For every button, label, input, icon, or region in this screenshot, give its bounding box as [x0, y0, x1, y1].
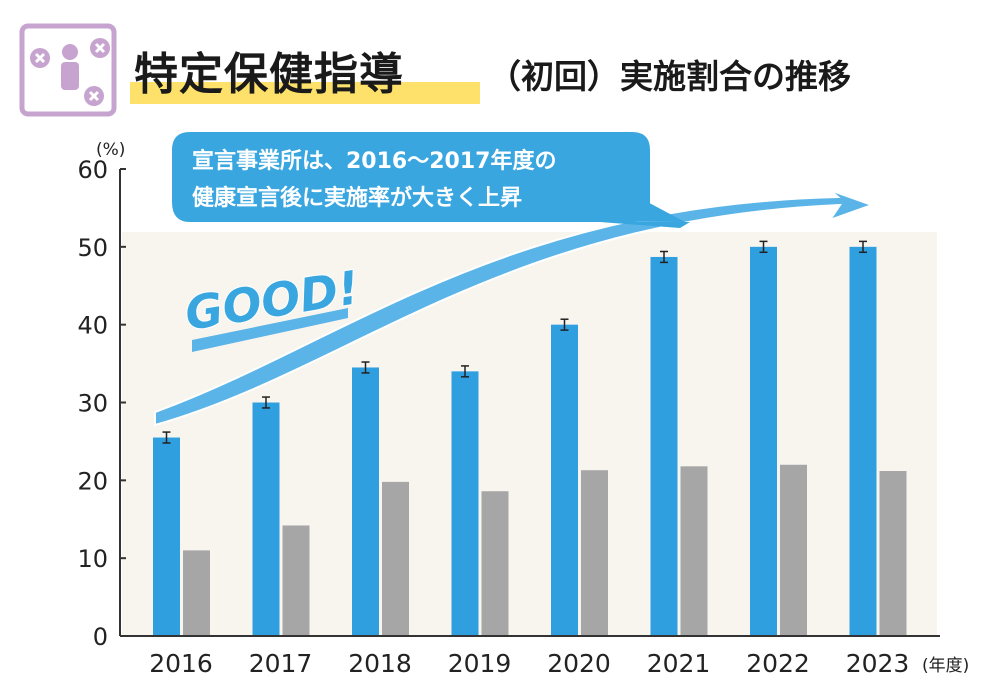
bar-blue	[153, 437, 180, 636]
title-area: 特定保健指導 （初回）実施割合の推移	[0, 0, 1000, 130]
good-badge-underline	[192, 308, 348, 352]
x-tick-label: 2019	[448, 649, 512, 678]
y-axis: 0 10 20 30 40 50 60	[77, 156, 940, 651]
bar-blue	[650, 256, 678, 636]
x-tick-label: 2017	[249, 649, 313, 678]
y-tick-label: 50	[77, 234, 108, 262]
annotation-bubble: 宣言事業所は、2016〜2017年度の 健康宣言後に実施率が大きく上昇	[172, 132, 690, 228]
x-tick-label: 2022	[746, 649, 810, 678]
bar-gray	[481, 491, 509, 636]
title-highlight	[130, 82, 480, 104]
bar-gray	[282, 525, 310, 636]
bar-blue	[551, 324, 578, 636]
x-axis: 2016 2017 2018 2019 2020 2021 2022 2023	[149, 649, 909, 678]
x-tick-label: 2016	[149, 649, 213, 678]
error-bar-group	[162, 240, 867, 444]
y-tick-label: 20	[77, 467, 108, 495]
trend-arrow	[154, 189, 875, 427]
bar-blue	[849, 246, 877, 637]
bar-gray	[780, 464, 807, 636]
x-tick-label: 2020	[547, 649, 611, 678]
bar-gray	[680, 466, 708, 636]
page-title: 特定保健指導	[134, 49, 404, 100]
x-tick-label: 2018	[348, 649, 412, 678]
x-unit-label: (年度)	[922, 656, 969, 676]
y-tick-label: 40	[77, 312, 108, 340]
page-subtitle: （初回）実施割合の推移	[488, 57, 851, 96]
x-tick-label: 2023	[846, 649, 910, 678]
bar-group	[153, 246, 907, 637]
y-tick-label: 0	[93, 623, 108, 651]
y-tick-label: 30	[77, 390, 108, 418]
bar-blue	[352, 367, 379, 636]
annotation-line2: 健康宣言後に実施率が大きく上昇	[192, 185, 522, 211]
bar-gray	[581, 470, 608, 636]
y-tick-label: 10	[77, 545, 108, 573]
annotation-line1: 宣言事業所は、2016〜2017年度の	[192, 148, 556, 174]
bar-blue	[750, 246, 777, 637]
bar-gray	[879, 470, 907, 636]
bar-blue	[451, 371, 479, 636]
bar-gray	[382, 481, 409, 636]
x-tick-label: 2021	[647, 649, 711, 678]
bar-blue	[252, 402, 280, 636]
y-unit-label: (%)	[96, 140, 125, 160]
bar-gray	[183, 550, 210, 636]
health-guidance-icon	[19, 23, 117, 117]
y-tick-label: 60	[77, 156, 108, 184]
